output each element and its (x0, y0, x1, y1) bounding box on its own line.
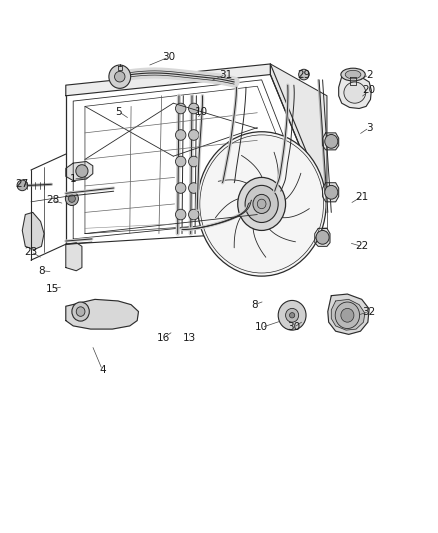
Ellipse shape (17, 180, 28, 191)
Text: 27: 27 (16, 179, 29, 189)
Ellipse shape (238, 177, 286, 230)
Ellipse shape (188, 183, 199, 193)
Ellipse shape (341, 68, 365, 81)
Ellipse shape (325, 134, 338, 148)
Ellipse shape (245, 185, 278, 222)
Ellipse shape (325, 185, 338, 199)
Ellipse shape (76, 307, 85, 317)
Polygon shape (328, 294, 369, 334)
Text: 22: 22 (355, 241, 368, 252)
Ellipse shape (344, 82, 366, 103)
Text: 10: 10 (255, 322, 268, 333)
Polygon shape (118, 66, 121, 70)
Ellipse shape (176, 156, 186, 167)
Ellipse shape (188, 103, 199, 114)
Text: 15: 15 (46, 284, 60, 294)
Polygon shape (322, 183, 339, 202)
Text: 30: 30 (287, 322, 300, 333)
Text: 23: 23 (25, 247, 38, 257)
Polygon shape (270, 64, 327, 213)
Text: 5: 5 (116, 107, 122, 117)
Text: 28: 28 (46, 195, 60, 205)
Ellipse shape (197, 132, 326, 276)
Polygon shape (22, 213, 44, 249)
Polygon shape (350, 77, 356, 85)
Ellipse shape (335, 302, 360, 328)
Text: 3: 3 (366, 123, 372, 133)
Polygon shape (66, 243, 82, 271)
Ellipse shape (290, 313, 295, 318)
Polygon shape (66, 300, 138, 329)
Ellipse shape (76, 165, 88, 177)
Ellipse shape (176, 183, 186, 193)
Ellipse shape (68, 195, 75, 203)
Ellipse shape (65, 192, 78, 206)
Ellipse shape (299, 69, 309, 80)
Text: 4: 4 (99, 365, 106, 375)
Text: 21: 21 (355, 191, 368, 201)
Polygon shape (315, 228, 330, 246)
Text: 13: 13 (183, 333, 196, 343)
Polygon shape (322, 133, 339, 150)
Ellipse shape (316, 230, 329, 244)
Polygon shape (339, 77, 371, 109)
Ellipse shape (109, 65, 131, 88)
Ellipse shape (286, 309, 299, 322)
Text: 2: 2 (366, 70, 372, 79)
Text: 30: 30 (162, 52, 176, 62)
Text: 8: 8 (38, 266, 45, 276)
Ellipse shape (72, 302, 89, 321)
Ellipse shape (257, 199, 266, 209)
Text: 10: 10 (195, 107, 208, 117)
Ellipse shape (345, 70, 361, 79)
Polygon shape (331, 300, 365, 330)
Ellipse shape (188, 209, 199, 220)
Ellipse shape (253, 195, 270, 214)
Text: 31: 31 (219, 70, 232, 79)
Ellipse shape (278, 301, 306, 330)
Polygon shape (66, 64, 270, 96)
Ellipse shape (188, 130, 199, 140)
Ellipse shape (188, 156, 199, 167)
Text: 16: 16 (157, 333, 170, 343)
Text: 1: 1 (70, 174, 77, 184)
Ellipse shape (341, 309, 354, 322)
Text: 32: 32 (363, 306, 376, 317)
Text: 8: 8 (251, 300, 258, 310)
Ellipse shape (176, 130, 186, 140)
Text: 29: 29 (297, 70, 311, 79)
Ellipse shape (115, 71, 125, 82)
Text: 20: 20 (363, 85, 376, 95)
Ellipse shape (176, 209, 186, 220)
Polygon shape (66, 161, 93, 181)
Ellipse shape (176, 103, 186, 114)
